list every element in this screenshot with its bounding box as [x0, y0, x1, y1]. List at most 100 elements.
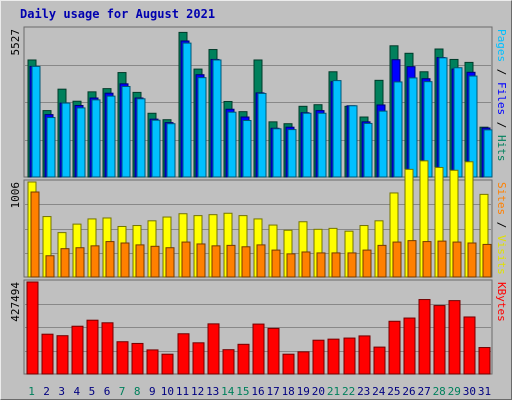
bar-pages-day-7 [121, 85, 131, 178]
bar-pages-day-22 [348, 105, 358, 178]
legend-entry: / [495, 215, 508, 235]
bar-sites-day-5 [90, 245, 100, 278]
panel-visits_sites-ymax-label: 1006 [9, 182, 22, 209]
bar-sites-day-13 [211, 245, 221, 278]
bar-pages-day-20 [317, 112, 327, 178]
bar-kbytes-day-13 [207, 323, 220, 375]
bar-kbytes-day-15 [237, 343, 250, 375]
x-tick-label: 10 [161, 385, 174, 398]
bar-sites-day-15 [241, 246, 251, 278]
bar-kbytes-day-25 [388, 320, 401, 375]
panel-kbytes-ymax-label: 427494 [9, 282, 22, 322]
bar-pages-day-5 [91, 99, 101, 178]
bar-kbytes-day-23 [358, 335, 371, 375]
x-tick-label: 14 [221, 385, 235, 398]
bar-sites-day-18 [286, 253, 296, 278]
legend-entry: Pages [495, 29, 508, 62]
x-tick-label: 11 [176, 385, 189, 398]
bar-pages-day-2 [46, 117, 56, 178]
bar-sites-day-31 [482, 243, 492, 278]
bar-sites-day-21 [331, 252, 341, 278]
bar-kbytes-day-9 [146, 349, 159, 375]
bar-kbytes-day-11 [177, 333, 190, 375]
bar-pages-day-24 [378, 110, 388, 178]
bar-pages-day-10 [166, 123, 176, 178]
bar-sites-day-26 [407, 240, 417, 278]
x-tick-label: 29 [448, 385, 461, 398]
bar-sites-day-14 [226, 244, 236, 278]
x-tick-label: 3 [58, 385, 65, 398]
bar-kbytes-day-17 [267, 327, 280, 375]
bar-sites-day-10 [165, 247, 175, 278]
x-tick-label: 22 [342, 385, 355, 398]
bar-pages-day-4 [76, 107, 86, 178]
bar-pages-day-23 [363, 122, 373, 178]
x-tick-label: 25 [387, 385, 400, 398]
bar-kbytes-day-2 [41, 333, 54, 375]
bar-sites-day-30 [467, 242, 477, 278]
legend-entry: Files [495, 82, 508, 115]
bar-sites-day-19 [301, 251, 311, 278]
x-tick-label: 27 [417, 385, 430, 398]
legend-entry: Hits [495, 135, 508, 162]
bar-kbytes-day-5 [86, 319, 99, 375]
x-tick-label: 12 [191, 385, 204, 398]
bar-kbytes-day-12 [192, 342, 205, 375]
bar-pages-day-11 [182, 42, 192, 178]
x-tick-label: 6 [104, 385, 111, 398]
x-tick-label: 23 [357, 385, 370, 398]
bar-kbytes-day-24 [373, 346, 386, 375]
bar-kbytes-day-3 [56, 335, 69, 375]
x-tick-label: 1 [28, 385, 35, 398]
x-tick-label: 8 [134, 385, 141, 398]
bar-kbytes-day-20 [312, 339, 325, 375]
x-tick-label: 2 [43, 385, 50, 398]
bar-kbytes-day-27 [418, 299, 431, 375]
x-tick-label: 5 [89, 385, 96, 398]
x-tick-label: 19 [297, 385, 310, 398]
bar-kbytes-day-6 [101, 322, 114, 375]
bar-sites-day-1 [30, 191, 40, 278]
x-tick-label: 30 [463, 385, 476, 398]
bar-pages-day-26 [408, 77, 418, 178]
bar-kbytes-day-14 [222, 349, 235, 375]
x-tick-label: 31 [478, 385, 491, 398]
bar-pages-day-1 [31, 65, 41, 178]
bar-pages-day-19 [302, 112, 312, 178]
legend-entry: Sites [495, 182, 508, 215]
panel-hits_files_pages-ymax-label: 5527 [9, 29, 22, 56]
bar-pages-day-21 [332, 80, 342, 178]
bar-pages-day-16 [257, 92, 267, 178]
bar-pages-day-18 [287, 129, 297, 178]
bar-pages-day-14 [227, 111, 237, 178]
bar-pages-day-15 [242, 119, 252, 178]
bar-kbytes-day-19 [297, 351, 310, 375]
bar-kbytes-day-10 [161, 353, 174, 375]
bar-sites-day-16 [256, 244, 266, 278]
bar-kbytes-day-22 [343, 337, 356, 375]
bar-pages-day-31 [483, 129, 493, 178]
x-tick-label: 13 [206, 385, 219, 398]
bar-pages-day-6 [106, 95, 116, 178]
legend-entry: / [495, 115, 508, 135]
bar-sites-day-2 [45, 255, 55, 278]
bar-kbytes-day-7 [116, 341, 129, 375]
panel-visits_sites-legend: Sites / Visits [495, 182, 508, 275]
bar-pages-day-8 [136, 98, 146, 178]
bar-pages-day-17 [272, 128, 282, 178]
bar-sites-day-24 [377, 244, 387, 278]
x-tick-label: 18 [282, 385, 295, 398]
legend-entry: / [495, 62, 508, 82]
bar-kbytes-day-29 [448, 300, 461, 375]
bar-pages-day-9 [151, 119, 161, 178]
bar-sites-day-8 [135, 244, 145, 278]
x-tick-label: 26 [402, 385, 415, 398]
bar-kbytes-day-18 [282, 353, 295, 375]
bar-sites-day-4 [75, 247, 85, 278]
bar-pages-day-28 [438, 57, 448, 178]
bar-sites-day-25 [392, 241, 402, 278]
bar-sites-day-17 [271, 249, 281, 278]
panel-hits_files_pages-legend: Pages / Files / Hits [495, 29, 508, 162]
